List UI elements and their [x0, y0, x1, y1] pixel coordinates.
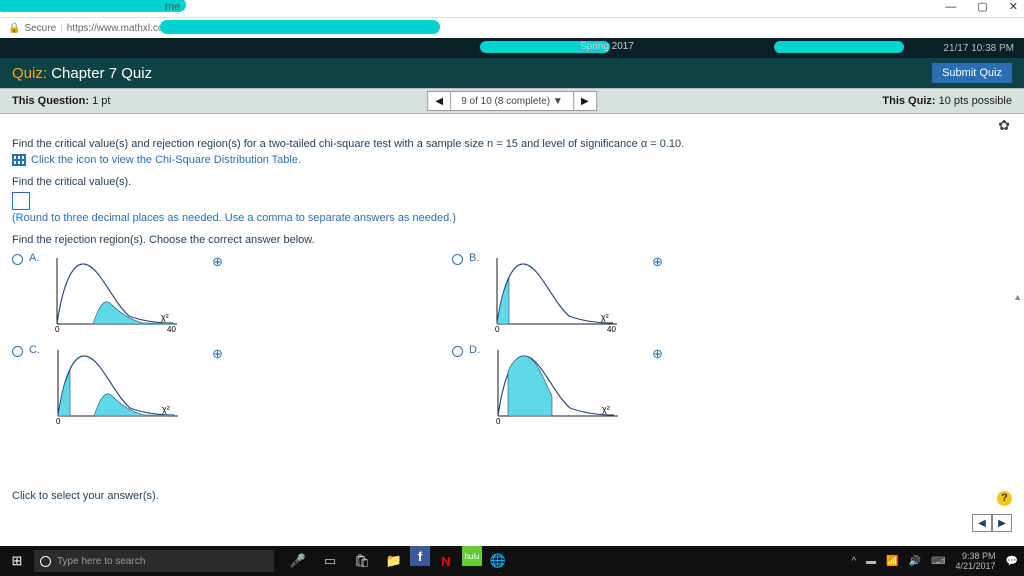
taskbar-clock[interactable]: 9:38 PM 4/21/2017	[956, 551, 996, 571]
zoom-icon[interactable]: ⊕	[212, 346, 226, 360]
part-next-button[interactable]: ▶	[992, 514, 1012, 532]
svg-text:0: 0	[496, 417, 501, 426]
mic-icon[interactable]: 🎤	[282, 546, 314, 576]
chi-square-table-link[interactable]: Click the icon to view the Chi-Square Di…	[12, 154, 1012, 166]
maximize-button[interactable]: ▢	[977, 1, 987, 13]
this-quiz-label: This Quiz:	[882, 95, 935, 107]
netflix-icon[interactable]: N	[430, 546, 462, 576]
svg-text:0: 0	[56, 417, 61, 426]
lock-icon: 🔒	[8, 23, 20, 34]
next-question-button[interactable]: ▶	[573, 91, 597, 111]
part-nav: ◀ ▶	[972, 514, 1012, 532]
help-icon[interactable]: ?	[997, 491, 1012, 506]
part-prev-button[interactable]: ◀	[972, 514, 992, 532]
svg-text:0: 0	[55, 325, 60, 334]
redaction-scribble	[160, 20, 440, 34]
minimize-button[interactable]: —	[945, 1, 956, 13]
option-label: D.	[469, 344, 480, 356]
option-c[interactable]: C. 0 χ² ⊕	[12, 344, 452, 436]
toolbar-row: ✿	[0, 114, 1024, 136]
chi-square-graph-c: 0 χ²	[50, 344, 180, 426]
keyboard-icon[interactable]: ⌨	[931, 556, 945, 567]
window-controls: — ▢ ✕	[927, 0, 1018, 13]
option-label: C.	[29, 344, 40, 356]
close-button[interactable]: ✕	[1009, 1, 1018, 13]
question-nav: ◀ 9 of 10 (8 complete) ▼ ▶	[427, 91, 597, 111]
radio-b[interactable]	[452, 254, 463, 265]
option-b[interactable]: B. 0 40 χ² ⊕	[452, 252, 892, 344]
chi-square-graph-a: 0 40 χ²	[49, 252, 179, 334]
option-a[interactable]: A. 0 40 χ² ⊕	[12, 252, 452, 344]
battery-icon[interactable]: ▬	[866, 556, 876, 567]
chi-square-graph-d: 0 χ²	[490, 344, 620, 426]
zoom-icon[interactable]: ⊕	[212, 254, 226, 268]
redaction-scribble	[0, 0, 186, 12]
tab-title-fragment: me	[165, 1, 180, 13]
facebook-icon[interactable]: f	[410, 546, 430, 566]
taskview-icon[interactable]: ▭	[314, 546, 346, 576]
this-question-points: 1 pt	[92, 95, 110, 107]
svg-text:χ²: χ²	[161, 312, 169, 322]
browser-tab-strip: me — ▢ ✕	[0, 0, 1024, 18]
banner-timestamp: 21/17 10:38 PM	[943, 43, 1014, 54]
question-content: Find the critical value(s) and rejection…	[0, 136, 1024, 536]
this-quiz-points: 10 pts possible	[939, 95, 1012, 107]
table-icon	[12, 154, 26, 166]
wifi-icon[interactable]: 📶	[886, 556, 898, 567]
redaction-scribble	[774, 41, 904, 53]
system-tray: ^ ▬ 📶 🔊 ⌨ 9:38 PM 4/21/2017 💬	[841, 551, 1024, 571]
banner-term: Spring 2017	[580, 41, 634, 52]
quiz-subheader: This Question: 1 pt ◀ 9 of 10 (8 complet…	[0, 88, 1024, 114]
explorer-icon[interactable]: 📁	[378, 546, 410, 576]
chrome-icon[interactable]: 🌐	[482, 546, 514, 576]
rounding-hint: (Round to three decimal places as needed…	[12, 212, 1012, 224]
subprompt-region: Find the rejection region(s). Choose the…	[12, 234, 1012, 246]
svg-text:40: 40	[607, 325, 616, 334]
taskbar-search[interactable]: Type here to search	[34, 550, 274, 572]
radio-d[interactable]	[452, 346, 463, 357]
svg-text:40: 40	[167, 325, 176, 334]
address-bar[interactable]: 🔒 Secure | https://www.mathxl.com/Studen…	[0, 18, 1024, 38]
option-label: B.	[469, 252, 479, 264]
hulu-icon[interactable]: hulu	[462, 546, 482, 566]
svg-text:χ²: χ²	[162, 404, 170, 414]
windows-taskbar: ⊞ Type here to search 🎤 ▭ 🛍 📁 f N hulu 🌐…	[0, 546, 1024, 576]
quiz-title: Quiz: Chapter 7 Quiz	[12, 65, 152, 82]
cortana-icon	[40, 556, 51, 567]
radio-c[interactable]	[12, 346, 23, 357]
zoom-icon[interactable]: ⊕	[652, 254, 666, 268]
tray-chevron-icon[interactable]: ^	[851, 556, 856, 567]
zoom-icon[interactable]: ⊕	[652, 346, 666, 360]
critical-value-input[interactable]	[12, 192, 30, 210]
option-d[interactable]: D. 0 χ² ⊕	[452, 344, 892, 436]
quiz-header: Quiz: Chapter 7 Quiz Submit Quiz	[0, 58, 1024, 88]
taskbar-apps: 🎤 ▭ 🛍 📁 f N hulu 🌐	[282, 546, 514, 576]
scroll-up-icon[interactable]: ▲	[1013, 292, 1022, 302]
chi-square-graph-b: 0 40 χ²	[489, 252, 619, 334]
secure-label: Secure	[24, 23, 56, 34]
question-progress-dropdown[interactable]: 9 of 10 (8 complete) ▼	[451, 91, 573, 111]
prev-question-button[interactable]: ◀	[427, 91, 451, 111]
submit-quiz-button[interactable]: Submit Quiz	[932, 63, 1012, 83]
start-button[interactable]: ⊞	[0, 546, 34, 576]
course-banner: Spring 2017 21/17 10:38 PM	[0, 38, 1024, 58]
svg-text:0: 0	[495, 325, 500, 334]
select-answer-prompt: Click to select your answer(s).	[12, 490, 159, 502]
volume-icon[interactable]: 🔊	[909, 556, 921, 567]
this-question-label: This Question:	[12, 95, 89, 107]
question-text: Find the critical value(s) and rejection…	[12, 138, 1012, 150]
subprompt-critical: Find the critical value(s).	[12, 176, 1012, 188]
answer-options: A. 0 40 χ² ⊕ B. 0 40 χ² ⊕ C.	[12, 252, 912, 436]
svg-text:χ²: χ²	[601, 312, 609, 322]
gear-icon[interactable]: ✿	[998, 117, 1010, 134]
svg-text:χ²: χ²	[602, 404, 610, 414]
store-icon[interactable]: 🛍	[346, 546, 378, 576]
notifications-icon[interactable]: 💬	[1006, 556, 1018, 567]
option-label: A.	[29, 252, 39, 264]
radio-a[interactable]	[12, 254, 23, 265]
search-placeholder: Type here to search	[57, 556, 145, 567]
